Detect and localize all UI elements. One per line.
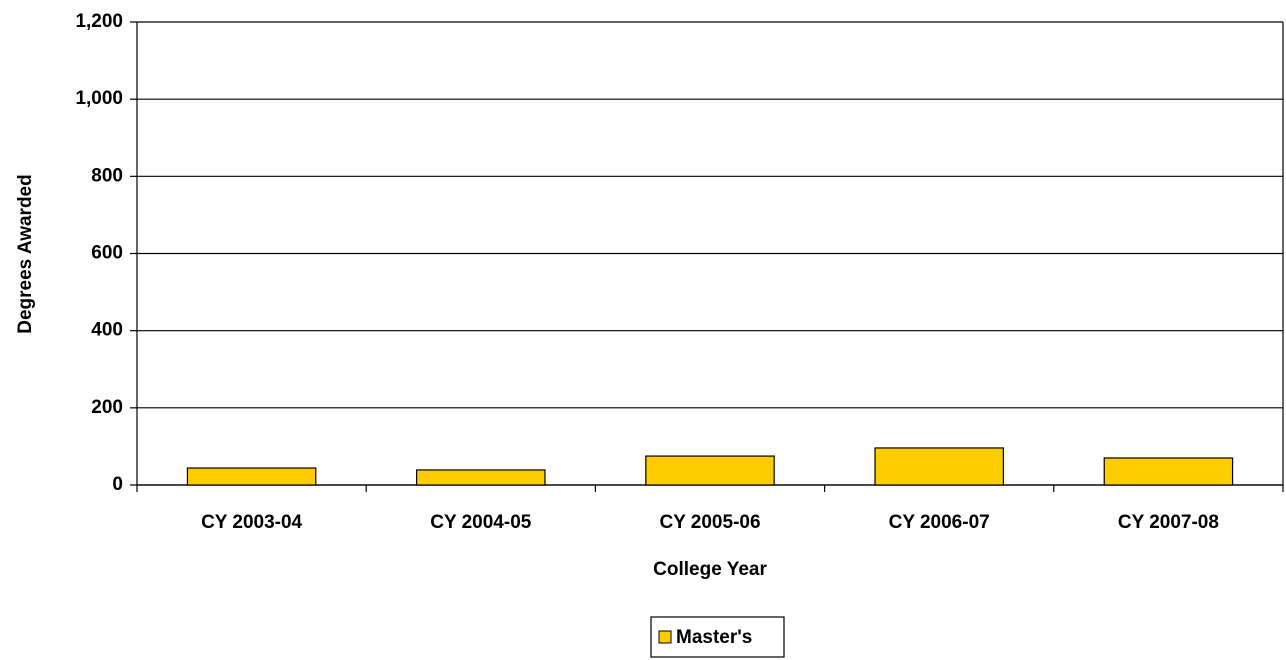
y-tick-label: 1,200 bbox=[75, 11, 123, 32]
bar bbox=[186, 467, 317, 486]
bar bbox=[1103, 457, 1234, 486]
y-tick-label: 800 bbox=[91, 165, 123, 186]
x-tick-label: CY 2006-07 bbox=[889, 512, 990, 533]
legend: Master's bbox=[650, 616, 785, 658]
bar bbox=[416, 469, 546, 486]
y-tick-label: 600 bbox=[91, 243, 123, 264]
bar bbox=[874, 447, 1004, 486]
bar bbox=[645, 455, 775, 486]
y-tick-label: 200 bbox=[91, 397, 123, 418]
legend-box bbox=[650, 616, 785, 658]
y-axis-label: Degrees Awarded bbox=[15, 174, 36, 333]
x-tick-label: CY 2007-08 bbox=[1118, 512, 1219, 533]
y-tick-label: 0 bbox=[112, 474, 123, 495]
x-tick-label: CY 2003-04 bbox=[201, 512, 302, 533]
y-tick-label: 1,000 bbox=[75, 88, 123, 109]
legend-label: Master's bbox=[676, 627, 752, 648]
x-tick-label: CY 2004-05 bbox=[430, 512, 531, 533]
y-tick-label: 400 bbox=[91, 320, 123, 341]
x-tick-label: CY 2005-06 bbox=[659, 512, 760, 533]
x-axis-label: College Year bbox=[653, 559, 767, 580]
legend-swatch bbox=[658, 630, 672, 644]
